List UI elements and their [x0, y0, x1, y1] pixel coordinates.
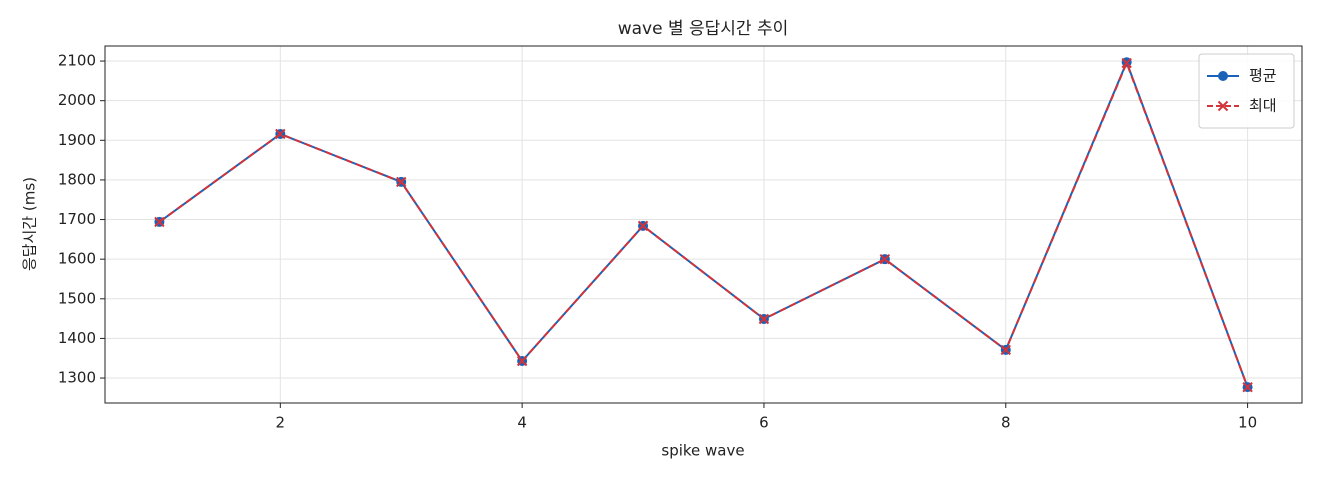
y-tick-label: 1600: [58, 250, 96, 268]
x-tick-label: 10: [1238, 414, 1257, 432]
y-tick-label: 2100: [58, 52, 96, 70]
legend-marker: [1218, 71, 1228, 81]
chart-title: wave 별 응답시간 추이: [618, 19, 789, 39]
marker: [396, 176, 407, 188]
line: [158, 60, 1249, 388]
marker: [1242, 381, 1253, 393]
marker: [154, 216, 165, 228]
x-tick-label: 4: [517, 414, 527, 432]
plot-frame: [104, 45, 1303, 404]
marker: [879, 253, 891, 265]
marker: [275, 128, 286, 140]
marker: [1000, 344, 1011, 356]
x-tick-label: 8: [1001, 414, 1011, 432]
marker: [758, 313, 770, 325]
y-tick-label: 1400: [58, 329, 96, 347]
y-axis-label: 응답시간 (ms): [21, 177, 39, 271]
x-tick-label: 2: [276, 414, 286, 432]
y-tick-label: 1800: [58, 170, 96, 188]
marker: [516, 355, 528, 367]
legend-label: 평균: [1249, 67, 1277, 85]
legend-marker: [1217, 100, 1229, 112]
marker: [1121, 57, 1132, 69]
y-tick-label: 2000: [58, 91, 96, 109]
marker: [637, 220, 649, 232]
x-axis-label: spike wave: [661, 442, 744, 460]
y-tick-label: 1700: [58, 210, 96, 228]
y-tick-label: 1300: [58, 369, 96, 387]
legend-label: 최대: [1249, 97, 1277, 115]
x-tick-label: 6: [759, 414, 769, 432]
y-tick-label: 1500: [58, 289, 96, 307]
y-tick-label: 1900: [58, 131, 96, 149]
legend-box: [1198, 53, 1295, 129]
